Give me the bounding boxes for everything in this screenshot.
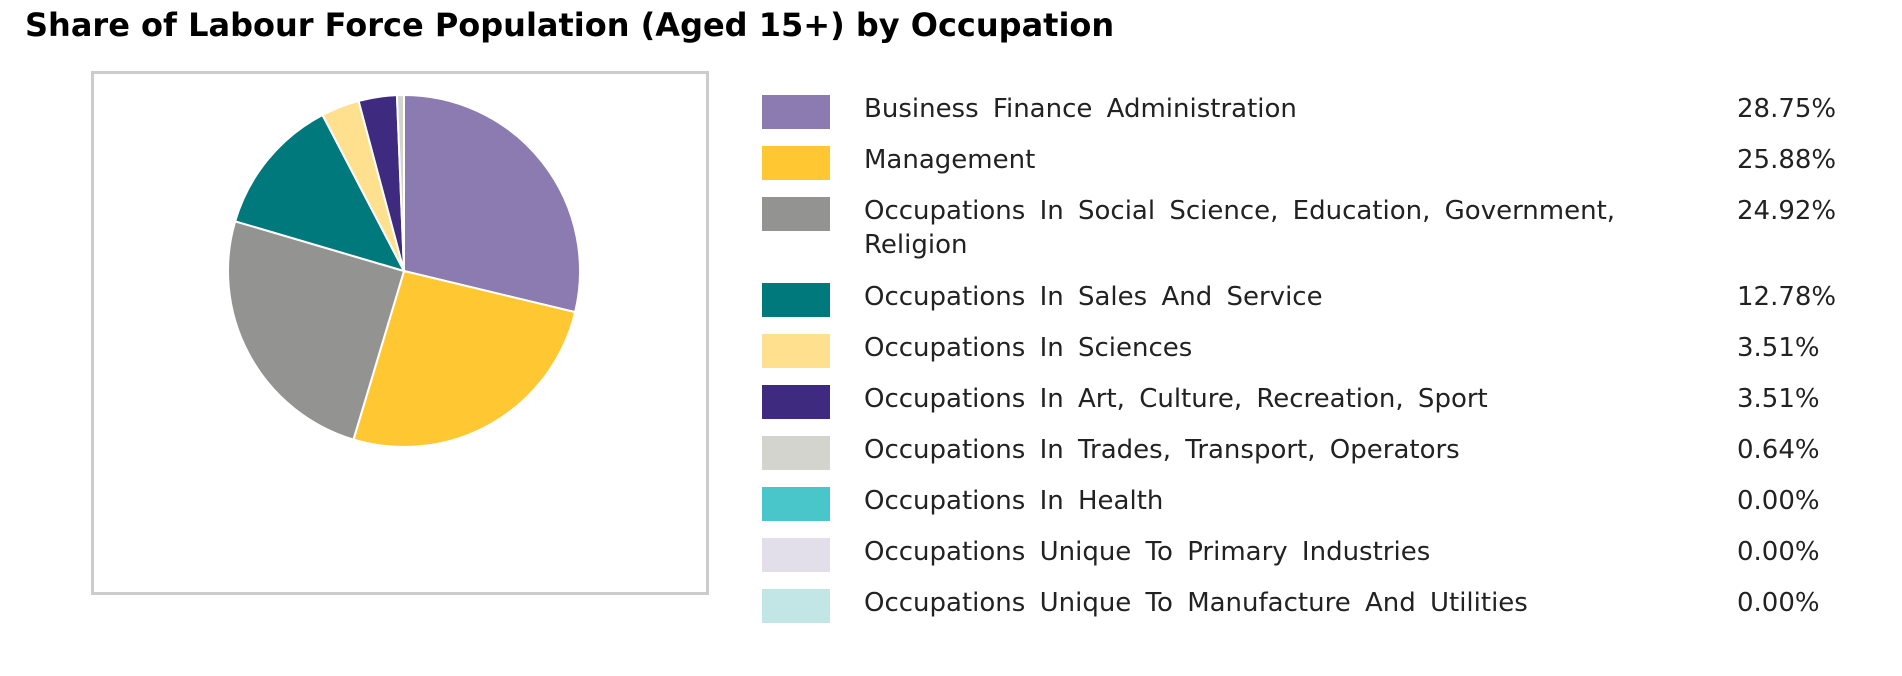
legend-value: 0.64% [1737, 435, 1820, 465]
legend-label: Occupations In Health [864, 486, 1164, 516]
legend-swatch [762, 197, 830, 231]
legend-swatch [762, 146, 830, 180]
legend-swatch [762, 283, 830, 317]
pie-slice-1[interactable] [352, 269, 577, 448]
legend-label: Occupations In Sciences [864, 333, 1193, 363]
legend-swatch [762, 487, 830, 521]
legend-swatch [762, 589, 830, 623]
legend-value: 3.51% [1737, 333, 1820, 363]
legend-label: Occupations In Sales And Service [864, 282, 1323, 312]
legend-label: Occupations In Social Science, Education… [864, 196, 1616, 260]
legend-swatch [762, 436, 830, 470]
pie-chart-frame [91, 71, 709, 595]
legend-label: Business Finance Administration [864, 94, 1297, 124]
legend-value: 12.78% [1737, 282, 1837, 312]
legend-value: 0.00% [1737, 588, 1820, 618]
legend-swatch [762, 95, 830, 129]
legend-value: 0.00% [1737, 537, 1820, 567]
legend-swatch [762, 385, 830, 419]
pie-slice-0[interactable] [403, 93, 581, 314]
legend-label: Management [864, 145, 1036, 175]
pie-chart [227, 93, 581, 448]
legend-value: 0.00% [1737, 486, 1820, 516]
legend-value: 24.92% [1737, 196, 1837, 226]
legend-label: Occupations Unique To Manufacture And Ut… [864, 588, 1528, 618]
legend-value: 28.75% [1737, 94, 1837, 124]
legend-value: 25.88% [1737, 145, 1837, 175]
legend-label: Occupations In Art, Culture, Recreation,… [864, 384, 1488, 414]
pie-slice-6[interactable] [395, 93, 405, 272]
legend-swatch [762, 538, 830, 572]
legend-label: Occupations Unique To Primary Industries [864, 537, 1431, 567]
pie-slice-3[interactable] [233, 113, 406, 273]
legend-swatch [762, 334, 830, 368]
chart-title: Share of Labour Force Population (Aged 1… [25, 6, 1115, 44]
pie-slice-2[interactable] [227, 220, 406, 441]
legend-label: Occupations In Trades, Transport, Operat… [864, 435, 1460, 465]
legend-value: 3.51% [1737, 384, 1820, 414]
